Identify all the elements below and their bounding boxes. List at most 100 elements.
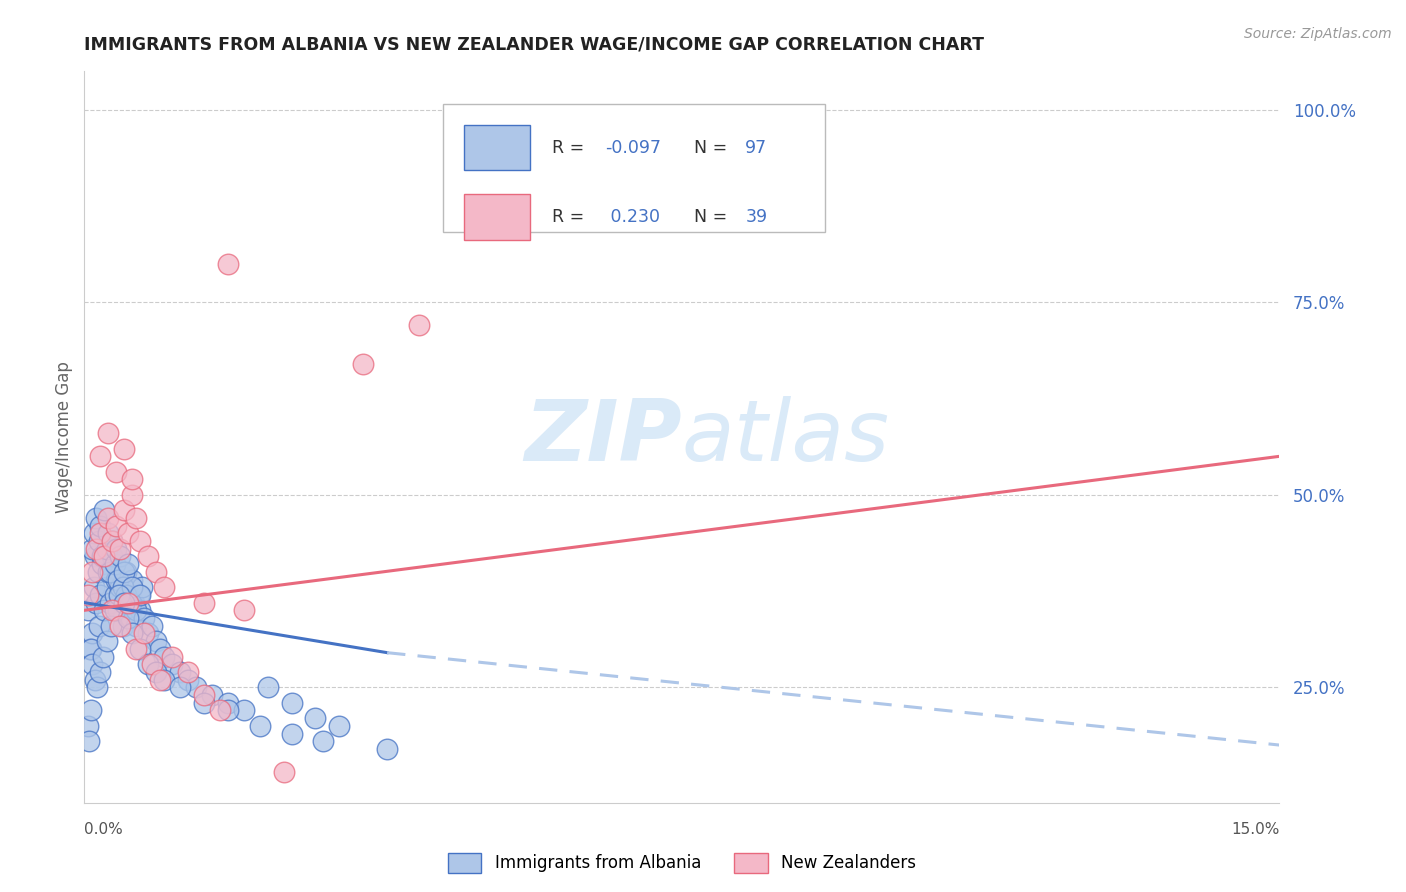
Text: R =: R = <box>551 139 589 157</box>
Point <box>105 518 128 533</box>
Point <box>232 703 254 717</box>
Text: N =: N = <box>683 208 733 226</box>
Point <box>77 734 100 748</box>
Point <box>112 596 135 610</box>
Point <box>89 588 111 602</box>
Point <box>114 588 136 602</box>
Point <box>110 549 132 564</box>
Point <box>117 611 139 625</box>
Point <box>160 649 183 664</box>
Point <box>101 534 124 549</box>
Point <box>328 719 350 733</box>
Point <box>169 665 191 679</box>
Point <box>97 511 120 525</box>
Text: IMMIGRANTS FROM ALBANIA VS NEW ZEALANDER WAGE/INCOME GAP CORRELATION CHART: IMMIGRANTS FROM ALBANIA VS NEW ZEALANDER… <box>84 36 984 54</box>
Point <box>132 626 156 640</box>
Point <box>112 565 135 579</box>
Point <box>114 565 136 579</box>
Point <box>129 641 152 656</box>
Point <box>87 534 110 549</box>
Point <box>82 565 104 579</box>
Point <box>97 526 120 541</box>
Point <box>98 596 121 610</box>
Point <box>104 603 127 617</box>
Point <box>232 603 254 617</box>
Text: atlas: atlas <box>682 395 890 479</box>
Point <box>153 580 176 594</box>
Point <box>120 596 142 610</box>
Point <box>117 557 139 571</box>
Point <box>217 703 239 717</box>
Point <box>101 534 124 549</box>
Point <box>273 764 295 779</box>
Point <box>105 573 128 587</box>
Point <box>89 526 111 541</box>
Point <box>177 665 200 679</box>
Point <box>82 657 104 672</box>
Point <box>312 734 335 748</box>
Point <box>117 526 139 541</box>
Point <box>141 618 163 632</box>
Point <box>105 541 128 556</box>
Point <box>145 565 167 579</box>
Point <box>141 657 163 672</box>
Point <box>136 626 159 640</box>
Point <box>86 511 108 525</box>
Point <box>105 465 128 479</box>
Point <box>112 596 135 610</box>
Text: -0.097: -0.097 <box>606 139 661 157</box>
Point <box>107 588 129 602</box>
Point <box>82 626 104 640</box>
Point <box>128 588 150 602</box>
Point <box>111 580 134 594</box>
Point <box>93 503 115 517</box>
Point <box>256 681 278 695</box>
Point <box>120 611 142 625</box>
Point <box>145 665 167 679</box>
Point <box>217 257 239 271</box>
Point <box>117 596 139 610</box>
Point <box>112 503 135 517</box>
Point <box>97 426 120 441</box>
Point <box>104 557 127 571</box>
Text: 97: 97 <box>745 139 768 157</box>
Point <box>89 665 111 679</box>
Point <box>160 657 183 672</box>
Point <box>93 649 115 664</box>
Point <box>193 688 215 702</box>
Text: ZIP: ZIP <box>524 395 682 479</box>
Point <box>110 618 132 632</box>
Point <box>79 641 101 656</box>
Point <box>131 580 153 594</box>
Point <box>208 703 231 717</box>
Point <box>77 719 100 733</box>
Point <box>104 588 127 602</box>
Point <box>280 696 302 710</box>
Point <box>408 318 430 333</box>
Point <box>101 549 124 564</box>
Point <box>101 603 124 617</box>
Point <box>201 688 224 702</box>
Point <box>169 681 191 695</box>
Point <box>352 357 374 371</box>
Point <box>112 442 135 456</box>
Point <box>193 696 215 710</box>
Point <box>83 526 105 541</box>
Point <box>89 518 111 533</box>
Text: 39: 39 <box>745 208 768 226</box>
Point <box>184 681 207 695</box>
Point <box>217 696 239 710</box>
Point <box>149 641 172 656</box>
Point <box>132 611 156 625</box>
Point <box>87 618 110 632</box>
Point <box>93 603 115 617</box>
Text: 0.230: 0.230 <box>606 208 661 226</box>
Point <box>129 588 152 602</box>
Point <box>121 626 143 640</box>
Point <box>98 565 121 579</box>
Point <box>153 673 176 687</box>
Point <box>83 580 105 594</box>
Point <box>153 649 176 664</box>
Text: R =: R = <box>551 208 589 226</box>
Point <box>77 603 100 617</box>
